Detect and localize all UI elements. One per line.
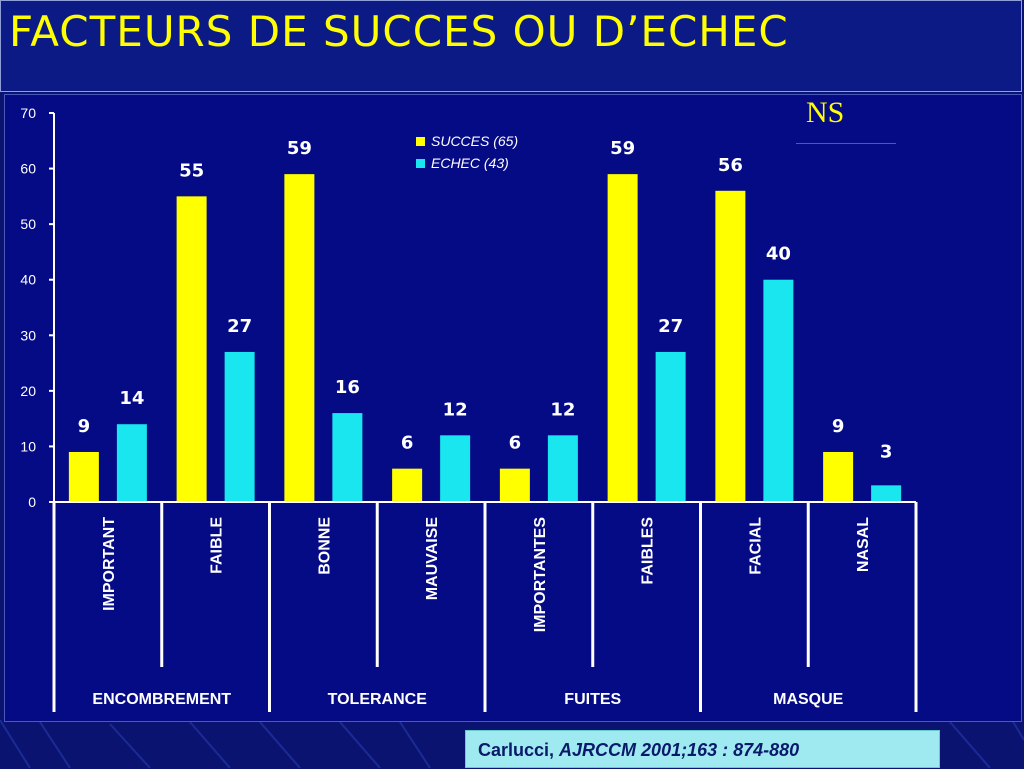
data-label-succes: 59 (287, 138, 312, 159)
category-label: IMPORTANTES (532, 517, 549, 633)
group-label: FUITES (564, 691, 621, 708)
category-label: BONNE (316, 517, 333, 575)
data-label-succes: 9 (832, 416, 845, 437)
group-label: ENCOMBREMENT (92, 691, 231, 708)
data-label-succes: 6 (509, 433, 522, 454)
legend-item-succes: SUCCES (65) (416, 130, 518, 152)
bar-echec (440, 435, 471, 502)
citation-author: Carlucci, (478, 740, 560, 760)
bar-succes (176, 196, 207, 502)
category-label: MAUVAISE (424, 517, 441, 601)
legend-label-echec: ECHEC (43) (431, 155, 509, 171)
chart-panel (4, 94, 1022, 722)
ns-underline (796, 143, 896, 144)
group-label: MASQUE (773, 691, 844, 708)
y-tick-label: 70 (20, 105, 36, 121)
y-tick-label: 60 (20, 161, 36, 177)
data-label-echec: 40 (766, 244, 791, 265)
bar-echec (763, 279, 794, 502)
data-label-succes: 56 (718, 155, 743, 176)
legend-swatch-succes (416, 136, 425, 146)
slide-title: FACTEURS DE SUCCES OU D’ECHEC (9, 7, 789, 56)
legend-label-succes: SUCCES (65) (431, 133, 519, 149)
data-label-succes: 55 (179, 160, 204, 181)
bar-succes (392, 468, 423, 502)
y-tick-label: 40 (20, 272, 36, 288)
y-tick-label: 30 (20, 327, 36, 343)
legend-swatch-echec (416, 158, 425, 168)
bar-succes (715, 190, 746, 503)
data-label-echec: 16 (335, 377, 360, 398)
citation-reference: AJRCCM 2001;163 : 874-880 (559, 740, 800, 760)
bar-echec (116, 424, 147, 502)
ns-annotation: NS (806, 96, 845, 129)
data-label-succes: 59 (610, 138, 635, 159)
data-label-echec: 14 (119, 388, 144, 409)
data-label-echec: 12 (443, 399, 468, 420)
bar-succes (607, 174, 638, 502)
category-label: NASAL (855, 517, 872, 572)
bar-succes (823, 451, 854, 502)
category-label: FAIBLE (209, 517, 226, 574)
data-label-echec: 12 (550, 399, 575, 420)
group-label: TOLERANCE (328, 691, 428, 708)
citation-box: Carlucci, AJRCCM 2001;163 : 874-880 (465, 730, 940, 768)
bar-echec (871, 485, 902, 502)
chart-legend: SUCCES (65) ECHEC (43) (416, 130, 518, 174)
y-tick-label: 20 (20, 383, 36, 399)
data-label-echec: 27 (227, 316, 252, 337)
bar-succes (284, 174, 315, 502)
category-label: FACIAL (747, 517, 764, 575)
category-label: FAIBLES (640, 517, 657, 585)
bar-echec (224, 351, 255, 502)
title-bar: FACTEURS DE SUCCES OU D’ECHEC (0, 0, 1022, 92)
y-tick-label: 0 (28, 494, 36, 510)
data-label-succes: 6 (401, 433, 414, 454)
legend-item-echec: ECHEC (43) (416, 152, 518, 174)
bar-echec (332, 413, 363, 502)
y-tick-label: 10 (20, 438, 36, 454)
bar-echec (655, 351, 686, 502)
category-label: IMPORTANT (101, 517, 118, 611)
data-label-echec: 3 (880, 441, 893, 462)
bar-echec (547, 435, 578, 502)
data-label-echec: 27 (658, 316, 683, 337)
y-tick-label: 50 (20, 216, 36, 232)
bar-succes (68, 451, 99, 502)
bar-succes (499, 468, 530, 502)
data-label-succes: 9 (78, 416, 91, 437)
